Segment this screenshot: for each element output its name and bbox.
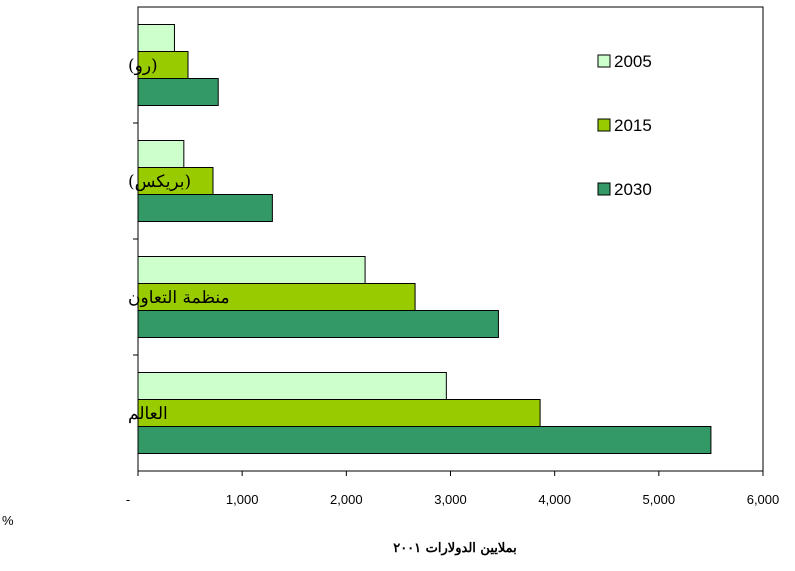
legend-swatch-2030 (597, 182, 611, 196)
category-label: (رو) (128, 56, 158, 76)
bar-cat1-2005 (137, 140, 185, 168)
bar-cat2-2005 (137, 256, 366, 284)
legend-swatch-2005 (597, 54, 611, 68)
bar-cat2-2015 (137, 283, 416, 311)
bar-cat3-2030 (137, 426, 712, 454)
bar-cat0-2015 (137, 51, 189, 79)
x-tick-label: - (126, 492, 130, 507)
category-label: منظمة التعاون (128, 288, 230, 308)
bar-cat0-2030 (137, 78, 219, 106)
x-axis-label: بملايين الدولارات ٢٠٠١ (393, 541, 517, 556)
x-tick-label: 3,000 (434, 492, 467, 507)
legend: 2005 2015 2030 (597, 52, 652, 199)
x-ticks-group: - 1,000 2,000 3,000 4,000 5,000 6,000 (126, 471, 779, 507)
bar-cat3-2005 (137, 372, 447, 400)
category-label: (بريكس) (128, 172, 191, 192)
stray-percent-text: % (2, 513, 14, 528)
x-tick-label: 1,000 (226, 492, 259, 507)
legend-label-2030: 2030 (614, 180, 652, 199)
x-tick-label: 2,000 (330, 492, 363, 507)
x-tick-label: 5,000 (643, 492, 676, 507)
bar-cat0-2005 (137, 24, 175, 52)
category-labels-group: (رو) (بريكس) منظمة التعاون العالم (128, 56, 230, 424)
x-tick-label: 6,000 (747, 492, 780, 507)
legend-label-2015: 2015 (614, 116, 652, 135)
legend-swatch-2015 (597, 118, 611, 132)
bar-cat2-2030 (137, 310, 499, 338)
bars-group (137, 24, 712, 454)
category-label: العالم (128, 404, 168, 424)
legend-label-2005: 2005 (614, 52, 652, 71)
x-tick-label: 4,000 (538, 492, 571, 507)
bar-cat3-2015 (137, 399, 541, 427)
bar-cat1-2030 (137, 194, 273, 222)
